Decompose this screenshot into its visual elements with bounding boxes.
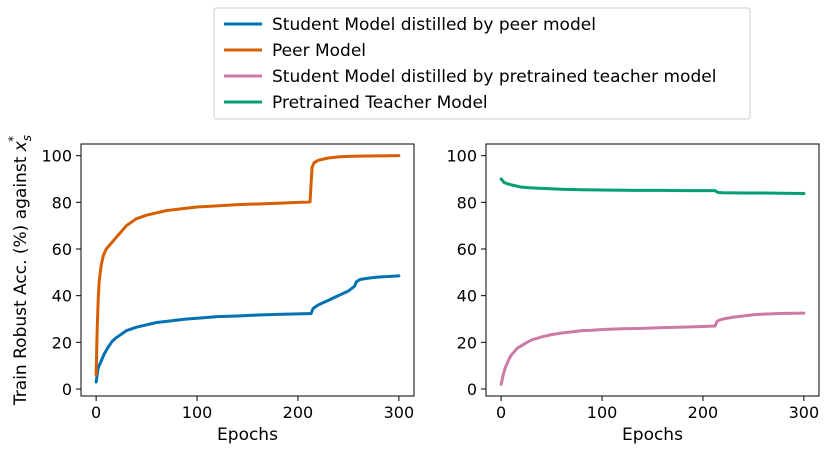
y-axis-label-subscript: s — [20, 135, 34, 141]
right-y-tick-label: 60 — [457, 240, 477, 259]
legend-label-pretrained-teacher-model: Pretrained Teacher Model — [272, 93, 488, 113]
right-y-tick-label: 40 — [457, 287, 477, 306]
right-y-tick-label: 20 — [457, 333, 477, 352]
legend-label-peer-model: Peer Model — [272, 41, 366, 61]
series-line-peer-model — [94, 154, 401, 377]
legend-frame — [213, 7, 751, 120]
legend-label-student-model-distilled-by-pretrained-teacher-model: Student Model distilled by pretrained te… — [272, 67, 716, 87]
right-x-tick-label: 200 — [688, 403, 719, 422]
series-line-student-model-distilled-by-peer-model — [94, 274, 401, 384]
left-y-tick-label: 0 — [62, 380, 72, 399]
right-plot-frame — [485, 143, 820, 397]
right-x-tick-label: 300 — [789, 403, 820, 422]
y-axis-label-main: Train Robust Acc. (%) against — [11, 151, 31, 406]
left-x-tick-label: 0 — [91, 403, 101, 422]
right-y-tick-label: 0 — [467, 380, 477, 399]
y-axis-label-symbol: x — [11, 140, 31, 152]
right-x-axis-label: Epochs — [622, 425, 683, 445]
series-line-student-model-distilled-by-pretrained-teacher-model — [499, 311, 806, 386]
left-y-tick-label: 40 — [52, 287, 72, 306]
legend: Student Model distilled by peer model Pee… — [213, 7, 751, 120]
left-y-tick-label: 80 — [52, 193, 72, 212]
left-y-tick-label: 60 — [52, 240, 72, 259]
left-x-tick-label: 100 — [182, 403, 213, 422]
left-y-tick-label: 100 — [41, 147, 72, 166]
y-axis-label: Train Robust Acc. (%) against xs* — [6, 135, 34, 406]
right-y-tick-label: 80 — [457, 193, 477, 212]
left-panel: 0 100 200 300 0 20 40 60 80 100 Epochs Train Rob… — [6, 135, 415, 445]
left-plot-frame — [80, 143, 415, 397]
right-x-tick-label: 100 — [587, 403, 618, 422]
legend-label-student-model-distilled-by-peer-model: Student Model distilled by peer model — [272, 15, 596, 35]
left-x-tick-label: 300 — [384, 403, 415, 422]
right-y-tick-label: 100 — [446, 147, 477, 166]
left-y-tick-label: 20 — [52, 333, 72, 352]
right-x-tick-label: 0 — [496, 403, 506, 422]
series-line-pretrained-teacher-model — [499, 177, 806, 195]
y-axis-label-superscript: * — [6, 136, 20, 142]
left-x-axis-label: Epochs — [217, 425, 278, 445]
left-x-tick-label: 200 — [283, 403, 314, 422]
right-panel: 0 100 200 300 0 20 40 60 80 100 Epochs — [446, 143, 820, 445]
